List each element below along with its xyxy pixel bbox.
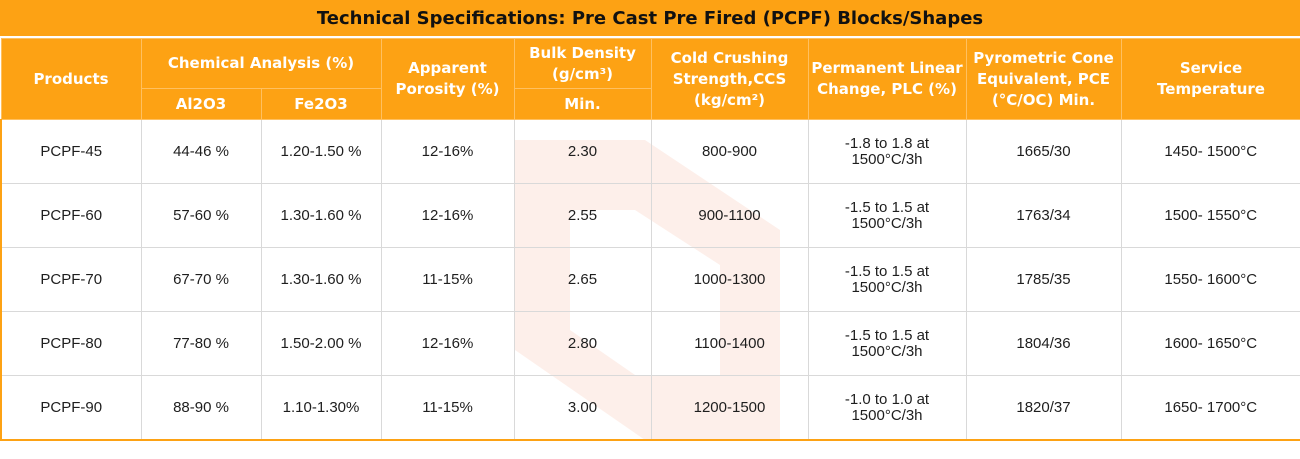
cell-ccs: 1200-1500 [650, 375, 809, 441]
cell-pce: 1665/30 [965, 119, 1122, 184]
table-row: PCPF-80 77-80 % 1.50-2.00 % 12-16% 2.80 … [0, 311, 1300, 376]
spec-table: Products Chemical Analysis (%) Apparent … [0, 38, 1300, 441]
cell-product: PCPF-80 [0, 311, 142, 376]
cell-pce: 1804/36 [965, 311, 1122, 376]
cell-al2o3: 77-80 % [140, 311, 262, 376]
cell-porosity: 12-16% [380, 183, 515, 248]
cell-ccs: 1000-1300 [650, 247, 809, 312]
cell-al2o3: 88-90 % [140, 375, 262, 441]
cell-al2o3: 57-60 % [140, 183, 262, 248]
cell-porosity: 12-16% [380, 119, 515, 184]
cell-plc: -1.5 to 1.5 at 1500°C/3h [807, 311, 967, 376]
cell-plc: -1.8 to 1.8 at 1500°C/3h [807, 119, 967, 184]
cell-service-temperature: 1600- 1650°C [1120, 311, 1300, 376]
table-row: PCPF-60 57-60 % 1.30-1.60 % 12-16% 2.55 … [0, 183, 1300, 248]
header-chemical-analysis: Chemical Analysis (%) [140, 38, 382, 89]
cell-plc: -1.5 to 1.5 at 1500°C/3h [807, 183, 967, 248]
header-ccs: Cold Crushing Strength,CCS (kg/cm²) [650, 38, 809, 120]
cell-density: 2.55 [513, 183, 652, 248]
cell-product: PCPF-60 [0, 183, 142, 248]
cell-ccs: 900-1100 [650, 183, 809, 248]
cell-pce: 1820/37 [965, 375, 1122, 441]
cell-porosity: 11-15% [380, 375, 515, 441]
header-pce: Pyrometric Cone Equivalent, PCE (°C/OC) … [965, 38, 1122, 120]
cell-service-temperature: 1450- 1500°C [1120, 119, 1300, 184]
header-fe2o3: Fe2O3 [260, 88, 382, 120]
cell-density: 2.80 [513, 311, 652, 376]
cell-product: PCPF-70 [0, 247, 142, 312]
table-row: PCPF-70 67-70 % 1.30-1.60 % 11-15% 2.65 … [0, 247, 1300, 312]
header-plc: Permanent Linear Change, PLC (%) [807, 38, 967, 120]
header-products: Products [0, 38, 142, 120]
table-row: PCPF-90 88-90 % 1.10-1.30% 11-15% 3.00 1… [0, 375, 1300, 441]
cell-product: PCPF-45 [0, 119, 142, 184]
cell-density: 3.00 [513, 375, 652, 441]
header-al2o3: Al2O3 [140, 88, 262, 120]
cell-ccs: 800-900 [650, 119, 809, 184]
cell-plc: -1.0 to 1.0 at 1500°C/3h [807, 375, 967, 441]
cell-fe2o3: 1.10-1.30% [260, 375, 382, 441]
cell-pce: 1763/34 [965, 183, 1122, 248]
cell-density: 2.65 [513, 247, 652, 312]
cell-porosity: 11-15% [380, 247, 515, 312]
cell-fe2o3: 1.50-2.00 % [260, 311, 382, 376]
header-bulk-density-min: Min. [513, 88, 652, 120]
table-row: PCPF-45 44-46 % 1.20-1.50 % 12-16% 2.30 … [0, 119, 1300, 184]
cell-pce: 1785/35 [965, 247, 1122, 312]
header-apparent-porosity: Apparent Porosity (%) [380, 38, 515, 120]
cell-service-temperature: 1650- 1700°C [1120, 375, 1300, 441]
page-title: Technical Specifications: Pre Cast Pre F… [0, 0, 1300, 38]
cell-al2o3: 67-70 % [140, 247, 262, 312]
cell-product: PCPF-90 [0, 375, 142, 441]
cell-ccs: 1100-1400 [650, 311, 809, 376]
cell-plc: -1.5 to 1.5 at 1500°C/3h [807, 247, 967, 312]
cell-fe2o3: 1.20-1.50 % [260, 119, 382, 184]
cell-fe2o3: 1.30-1.60 % [260, 183, 382, 248]
header-service-temperature: Service Temperature [1120, 38, 1300, 120]
cell-fe2o3: 1.30-1.60 % [260, 247, 382, 312]
cell-service-temperature: 1500- 1550°C [1120, 183, 1300, 248]
header-bulk-density: Bulk Density (g/cm³) [513, 38, 652, 89]
cell-service-temperature: 1550- 1600°C [1120, 247, 1300, 312]
cell-porosity: 12-16% [380, 311, 515, 376]
cell-density: 2.30 [513, 119, 652, 184]
cell-al2o3: 44-46 % [140, 119, 262, 184]
